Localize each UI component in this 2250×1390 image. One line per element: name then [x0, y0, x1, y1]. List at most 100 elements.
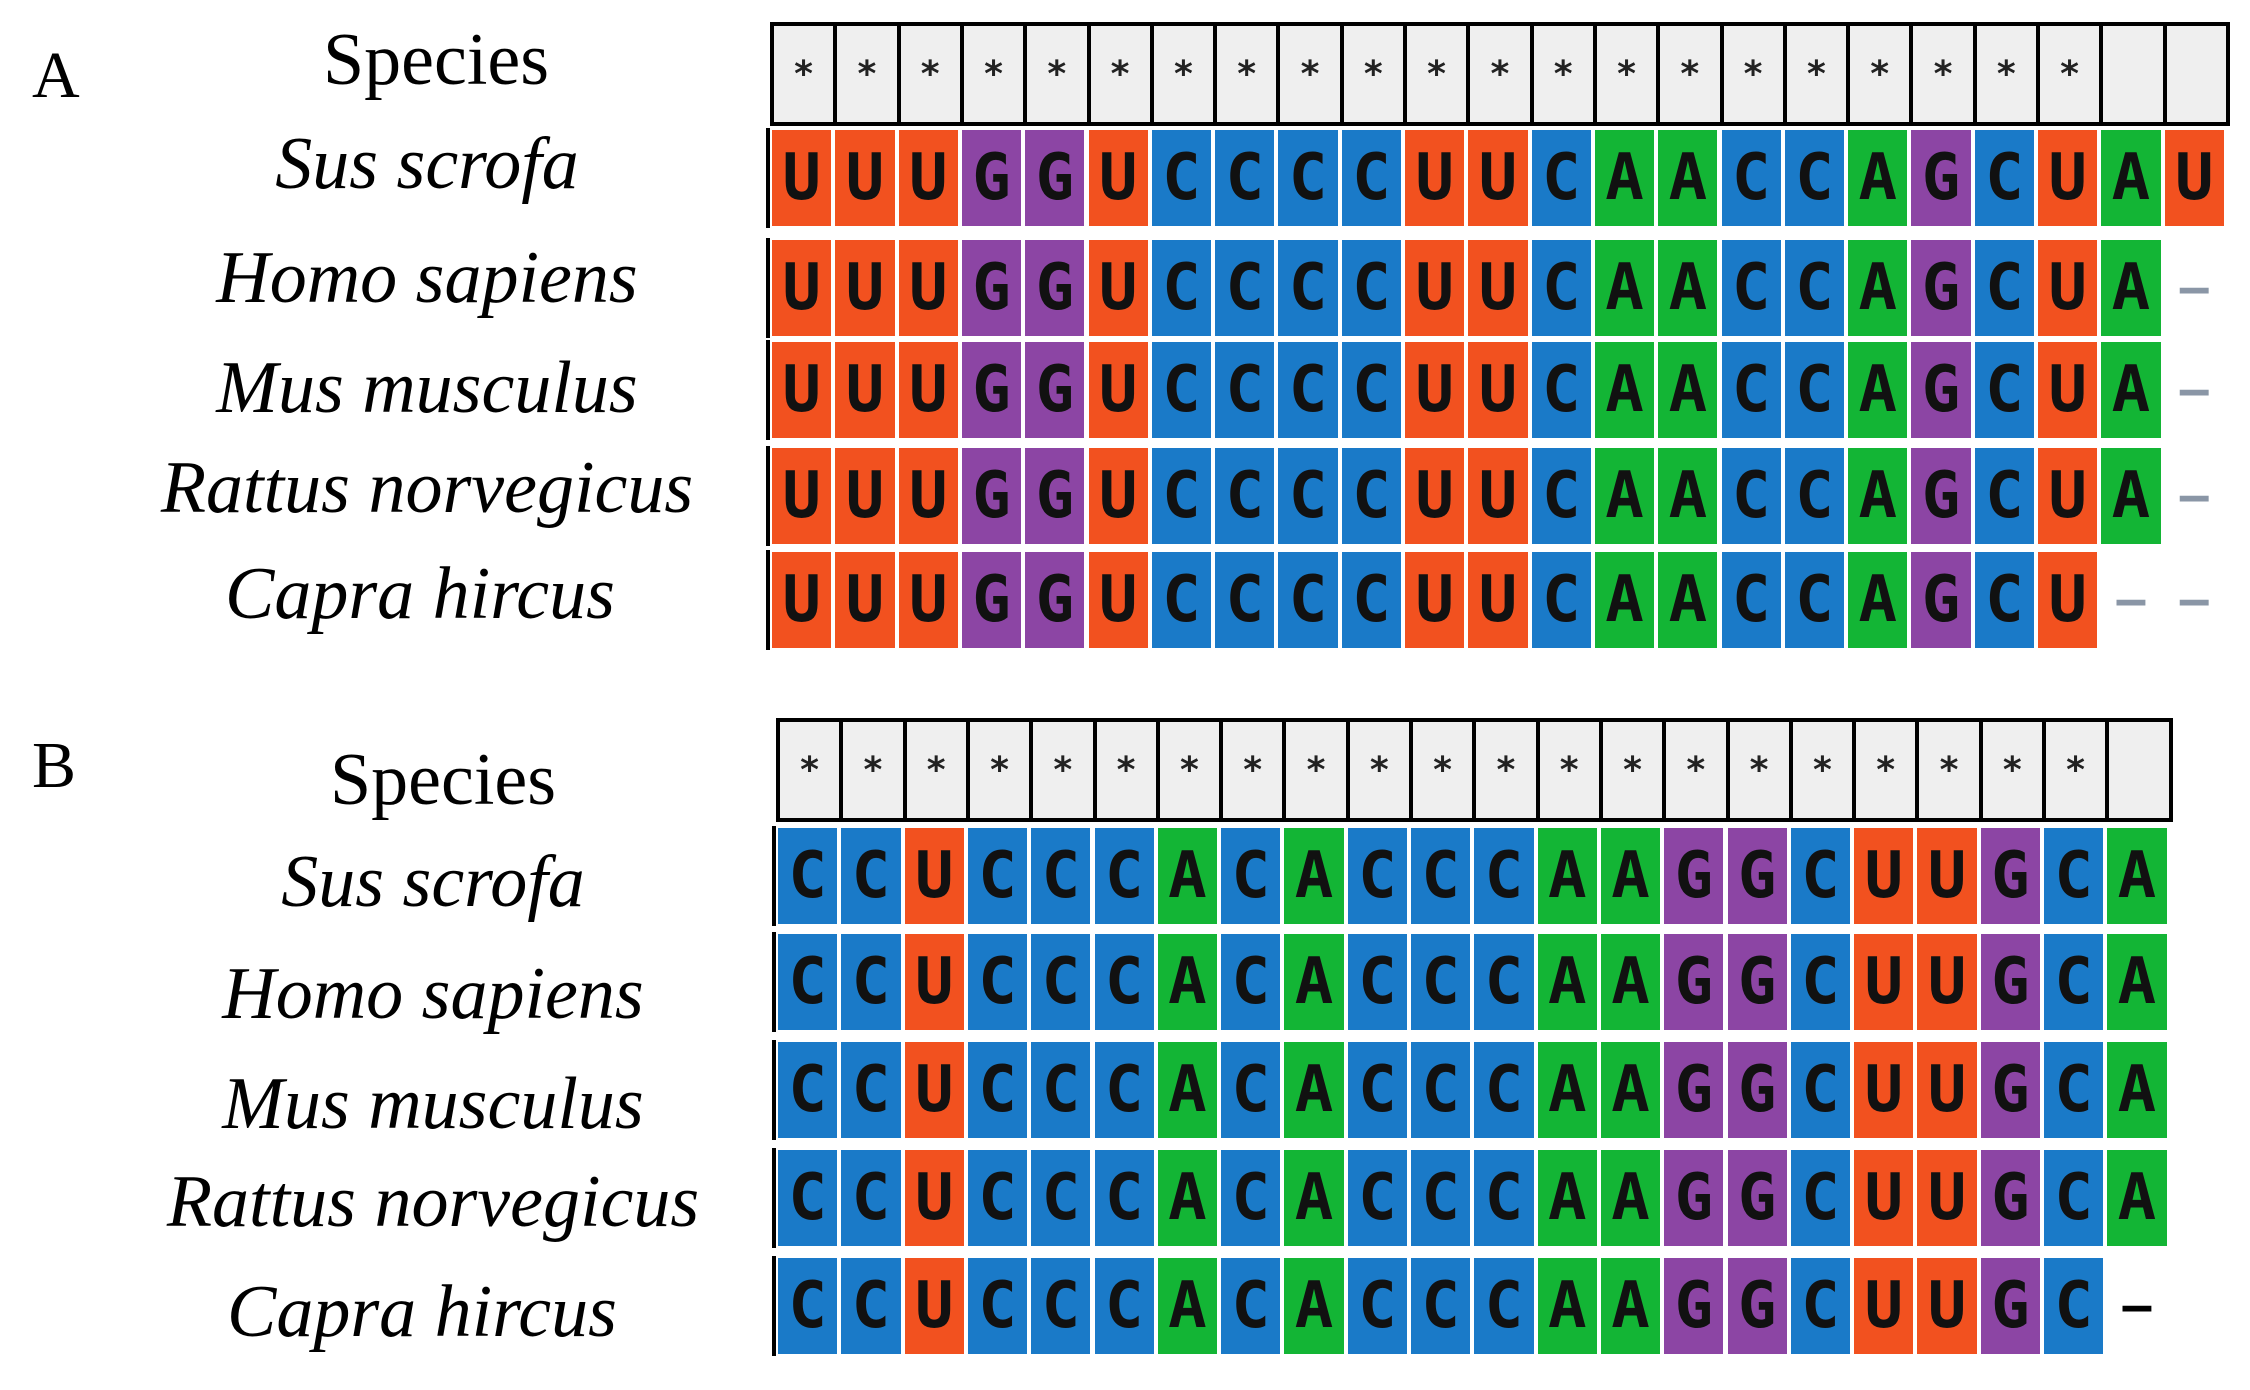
conservation-mark: *	[1529, 26, 1593, 122]
base-c: C	[839, 1256, 903, 1356]
base-c: C	[1409, 1256, 1473, 1356]
conservation-mark: *	[1782, 26, 1847, 122]
base-c: C	[1719, 340, 1783, 440]
base-a: A	[2105, 1148, 2169, 1248]
base-g: G	[1909, 340, 1973, 440]
base-c: C	[2042, 1256, 2106, 1356]
gap-mark: –	[2179, 362, 2209, 418]
base-c: C	[1788, 826, 1853, 926]
row-edge	[766, 128, 770, 228]
row-edge	[766, 550, 770, 650]
base-c: C	[1276, 446, 1340, 546]
base-a: A	[2099, 238, 2163, 338]
base-c: C	[839, 826, 903, 926]
conservation-mark: *	[1535, 722, 1599, 818]
species-name-0: Sus scrofa	[275, 123, 579, 205]
base-c: C	[1149, 128, 1214, 228]
base-u: U	[1466, 340, 1530, 440]
conservation-mark: *	[1972, 26, 2036, 122]
conservation-mark: *	[1788, 722, 1853, 818]
base-c: C	[1782, 446, 1847, 546]
conservation-mark: *	[1978, 722, 2042, 818]
base-c: C	[1345, 1256, 1409, 1356]
base-c: C	[1529, 446, 1593, 546]
conservation-mark: *	[1155, 722, 1220, 818]
conservation-mark: *	[1409, 722, 1473, 818]
base-g: G	[1978, 1148, 2042, 1248]
conservation-mark: *	[2042, 722, 2106, 818]
species-name-0: Sus scrofa	[281, 841, 585, 923]
base-c: C	[1409, 1040, 1473, 1140]
base-c: C	[1345, 826, 1409, 926]
base-a: A	[1592, 238, 1657, 338]
base-c: C	[1472, 1256, 1536, 1356]
base-c: C	[1276, 340, 1340, 440]
conservation-mark: *	[1213, 26, 1277, 122]
base-c: C	[1219, 932, 1283, 1032]
base-u: U	[770, 550, 834, 650]
base-g: G	[1023, 550, 1087, 650]
base-c: C	[2042, 1040, 2106, 1140]
base-a: A	[2105, 1040, 2169, 1140]
base-c: C	[1149, 550, 1214, 650]
base-a: A	[1155, 1040, 1220, 1140]
base-a: A	[1656, 238, 1720, 338]
base-u: U	[902, 826, 966, 926]
base-u: U	[2036, 340, 2100, 440]
base-u: U	[896, 238, 960, 338]
base-c: C	[1029, 932, 1093, 1032]
base-c: C	[1092, 826, 1156, 926]
base-a: A	[2105, 826, 2169, 926]
row-edge	[772, 932, 776, 1032]
base-a: A	[1656, 340, 1720, 440]
base-c: C	[776, 1148, 840, 1248]
base-c: C	[1972, 128, 2036, 228]
base-a: A	[1846, 550, 1910, 650]
base-u: U	[896, 128, 960, 228]
base-c: C	[1219, 1040, 1283, 1140]
base-u: U	[1403, 340, 1467, 440]
base-u: U	[1915, 1040, 1979, 1140]
base-u: U	[1852, 932, 1916, 1032]
base-c: C	[1788, 1148, 1853, 1248]
base-c: C	[839, 932, 903, 1032]
base-u: U	[770, 446, 834, 546]
base-u: U	[770, 128, 834, 228]
base-u: U	[1466, 128, 1530, 228]
species-name-3: Rattus norvegicus	[160, 447, 694, 529]
gap-mark: –	[2116, 572, 2146, 628]
base-c: C	[1092, 1040, 1156, 1140]
base-c: C	[1345, 1148, 1409, 1248]
gap-mark: –	[2179, 468, 2209, 524]
base-u: U	[2036, 446, 2100, 546]
base-c: C	[1345, 1040, 1409, 1140]
conservation-border	[2225, 26, 2230, 122]
base-g: G	[1023, 128, 1087, 228]
base-u: U	[1086, 128, 1150, 228]
base-g: G	[1662, 932, 1726, 1032]
base-u: U	[1915, 932, 1979, 1032]
species-name-1: Homo sapiens	[222, 953, 644, 1035]
base-a: A	[1282, 932, 1346, 1032]
base-c: C	[776, 932, 840, 1032]
conservation-mark: *	[896, 26, 960, 122]
base-g: G	[1909, 550, 1973, 650]
base-g: G	[1023, 238, 1087, 338]
base-g: G	[1725, 826, 1789, 926]
base-c: C	[1276, 238, 1340, 338]
base-g: G	[1909, 446, 1973, 546]
base-c: C	[1213, 238, 1277, 338]
base-c: C	[1788, 932, 1853, 1032]
base-c: C	[965, 1040, 1030, 1140]
base-a: A	[2099, 340, 2163, 440]
base-g: G	[959, 550, 1024, 650]
base-c: C	[1472, 826, 1536, 926]
base-u: U	[1852, 1040, 1916, 1140]
base-u: U	[902, 1148, 966, 1248]
base-c: C	[1972, 340, 2036, 440]
conservation-mark: *	[1092, 722, 1156, 818]
species-name-4: Capra hircus	[227, 1271, 617, 1353]
conservation-mark: *	[1403, 26, 1467, 122]
base-g: G	[959, 340, 1024, 440]
base-c: C	[1213, 128, 1277, 228]
